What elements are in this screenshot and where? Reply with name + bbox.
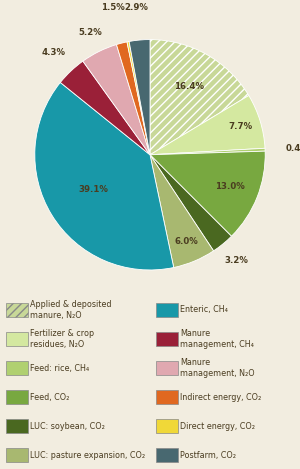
Wedge shape	[150, 39, 249, 155]
Wedge shape	[150, 96, 265, 155]
FancyBboxPatch shape	[6, 332, 28, 346]
Wedge shape	[127, 41, 150, 155]
Wedge shape	[116, 42, 150, 155]
FancyBboxPatch shape	[156, 303, 178, 317]
Text: 6.0%: 6.0%	[175, 237, 198, 246]
Text: Feed, CO₂: Feed, CO₂	[30, 393, 69, 402]
Text: 0.4%: 0.4%	[285, 144, 300, 153]
Wedge shape	[35, 83, 174, 270]
FancyBboxPatch shape	[6, 419, 28, 433]
Text: Applied & deposited
manure, N₂O: Applied & deposited manure, N₂O	[30, 300, 112, 320]
Text: Feed: rice, CH₄: Feed: rice, CH₄	[30, 363, 89, 373]
FancyBboxPatch shape	[156, 332, 178, 346]
Wedge shape	[150, 155, 232, 251]
Text: Fertilizer & crop
residues, N₂O: Fertilizer & crop residues, N₂O	[30, 329, 94, 349]
Text: Manure
management, N₂O: Manure management, N₂O	[180, 358, 255, 378]
Text: LUC: soybean, CO₂: LUC: soybean, CO₂	[30, 422, 105, 431]
Text: Direct energy, CO₂: Direct energy, CO₂	[180, 422, 255, 431]
Text: 4.3%: 4.3%	[41, 48, 65, 57]
Wedge shape	[150, 155, 214, 267]
Text: Postfarm, CO₂: Postfarm, CO₂	[180, 451, 236, 460]
FancyBboxPatch shape	[156, 448, 178, 462]
Text: 39.1%: 39.1%	[78, 185, 108, 194]
FancyBboxPatch shape	[156, 419, 178, 433]
Text: LUC: pasture expansion, CO₂: LUC: pasture expansion, CO₂	[30, 451, 145, 460]
FancyBboxPatch shape	[156, 361, 178, 375]
Text: 5.2%: 5.2%	[78, 29, 102, 38]
Text: 13.0%: 13.0%	[215, 182, 245, 191]
Text: 2.9%: 2.9%	[124, 3, 148, 12]
Text: 7.7%: 7.7%	[228, 122, 252, 131]
Wedge shape	[83, 45, 150, 155]
FancyBboxPatch shape	[6, 390, 28, 404]
FancyBboxPatch shape	[6, 303, 28, 317]
FancyBboxPatch shape	[6, 448, 28, 462]
FancyBboxPatch shape	[6, 361, 28, 375]
FancyBboxPatch shape	[156, 390, 178, 404]
Wedge shape	[60, 61, 150, 155]
Text: 3.2%: 3.2%	[224, 256, 248, 265]
Text: 16.4%: 16.4%	[174, 82, 204, 91]
Wedge shape	[129, 39, 150, 155]
Text: Indirect energy, CO₂: Indirect energy, CO₂	[180, 393, 261, 402]
Wedge shape	[150, 148, 265, 155]
Wedge shape	[150, 151, 265, 236]
Text: Manure
management, CH₄: Manure management, CH₄	[180, 329, 254, 349]
Text: Enteric, CH₄: Enteric, CH₄	[180, 305, 228, 315]
Text: 1.5%: 1.5%	[101, 3, 124, 12]
